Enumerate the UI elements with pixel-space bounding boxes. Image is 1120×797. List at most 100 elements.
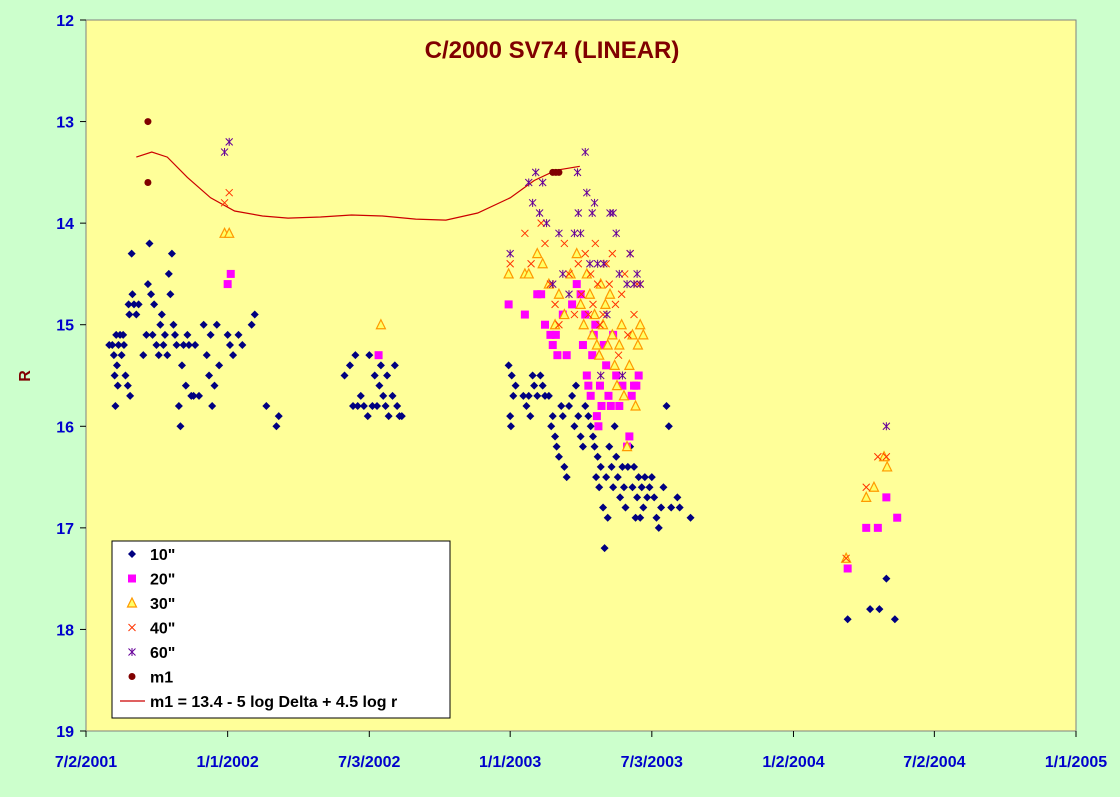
- data-point: [558, 269, 567, 278]
- data-point: [634, 318, 646, 330]
- data-point: [381, 401, 390, 410]
- data-point: [509, 391, 518, 400]
- data-point: [541, 320, 550, 329]
- data-point: [152, 341, 161, 350]
- data-point: [612, 452, 621, 461]
- data-point: [551, 300, 559, 309]
- data-point: [234, 330, 243, 339]
- data-point: [351, 351, 360, 360]
- data-point: [575, 298, 587, 309]
- data-point: [238, 341, 247, 350]
- data-point: [633, 493, 642, 502]
- data-point: [506, 259, 515, 268]
- data-point: [618, 389, 630, 401]
- data-point: [108, 341, 117, 350]
- legend-label: m1: [150, 670, 173, 687]
- data-point: [568, 300, 577, 309]
- data-point: [223, 330, 232, 339]
- data-point: [159, 341, 168, 350]
- x-tick-label: 1/1/2005: [1045, 754, 1107, 771]
- legend-label: 20": [150, 572, 175, 589]
- data-point: [607, 462, 616, 471]
- data-point: [623, 331, 632, 339]
- data-point: [611, 300, 620, 309]
- data-point: [551, 330, 560, 339]
- data-point: [592, 473, 601, 482]
- data-point: [588, 432, 597, 441]
- x-tick-label: 7/2/2004: [903, 754, 965, 771]
- data-point: [113, 381, 122, 390]
- data-point: [637, 328, 649, 340]
- data-point: [606, 401, 615, 410]
- data-point: [274, 412, 283, 421]
- data-point: [636, 280, 645, 289]
- data-point: [582, 188, 591, 197]
- data-point: [630, 310, 638, 319]
- data-point: [506, 249, 515, 258]
- series-6: [144, 118, 563, 187]
- data-point: [535, 208, 544, 217]
- data-point: [537, 219, 545, 227]
- legend-label: 30": [150, 596, 175, 613]
- data-point: [613, 338, 625, 350]
- data-point: [603, 310, 611, 319]
- data-point: [142, 330, 151, 339]
- data-point: [528, 371, 537, 380]
- data-point: [600, 544, 609, 553]
- x-tick-label: 7/3/2003: [621, 754, 683, 771]
- data-point: [621, 503, 630, 512]
- data-point: [340, 371, 349, 380]
- data-point: [148, 330, 157, 339]
- data-point: [875, 605, 884, 614]
- data-point: [882, 452, 891, 461]
- data-point: [616, 493, 625, 502]
- data-point: [171, 330, 180, 339]
- data-point: [164, 269, 173, 278]
- data-point: [584, 412, 593, 421]
- data-point: [662, 401, 671, 410]
- data-point: [577, 290, 586, 299]
- data-point: [519, 391, 528, 400]
- data-point: [627, 391, 636, 400]
- data-point: [647, 473, 656, 482]
- data-point: [590, 442, 599, 451]
- data-point: [223, 280, 232, 289]
- data-point: [609, 359, 621, 370]
- data-point: [562, 351, 571, 360]
- data-point: [154, 351, 163, 360]
- data-point: [860, 491, 872, 502]
- data-point: [582, 371, 591, 380]
- data-point: [506, 412, 515, 421]
- series-2: [223, 269, 902, 573]
- data-point: [555, 168, 563, 176]
- chart-title: C/2000 SV74 (LINEAR): [425, 37, 680, 64]
- data-point: [632, 338, 644, 350]
- data-point: [129, 300, 138, 309]
- data-point: [628, 483, 637, 492]
- data-point: [842, 554, 850, 563]
- data-point: [375, 318, 387, 330]
- data-point: [573, 168, 582, 177]
- model-curve-line: [136, 151, 580, 221]
- data-point: [177, 361, 186, 370]
- data-point: [602, 361, 611, 370]
- legend-label: 60": [150, 645, 175, 662]
- data-point: [114, 341, 123, 350]
- data-point: [521, 229, 529, 238]
- data-point: [220, 198, 229, 207]
- data-point: [526, 412, 535, 421]
- data-point: [623, 462, 632, 471]
- data-point: [174, 401, 183, 410]
- data-point: [345, 361, 354, 370]
- data-point: [359, 401, 368, 410]
- legend-box: [111, 540, 451, 719]
- data-point: [631, 513, 640, 522]
- data-point: [625, 432, 634, 441]
- data-point: [150, 300, 159, 309]
- data-point: [626, 249, 635, 258]
- data-point: [584, 381, 593, 390]
- data-point: [578, 341, 587, 350]
- data-point: [659, 483, 668, 492]
- data-point: [560, 462, 569, 471]
